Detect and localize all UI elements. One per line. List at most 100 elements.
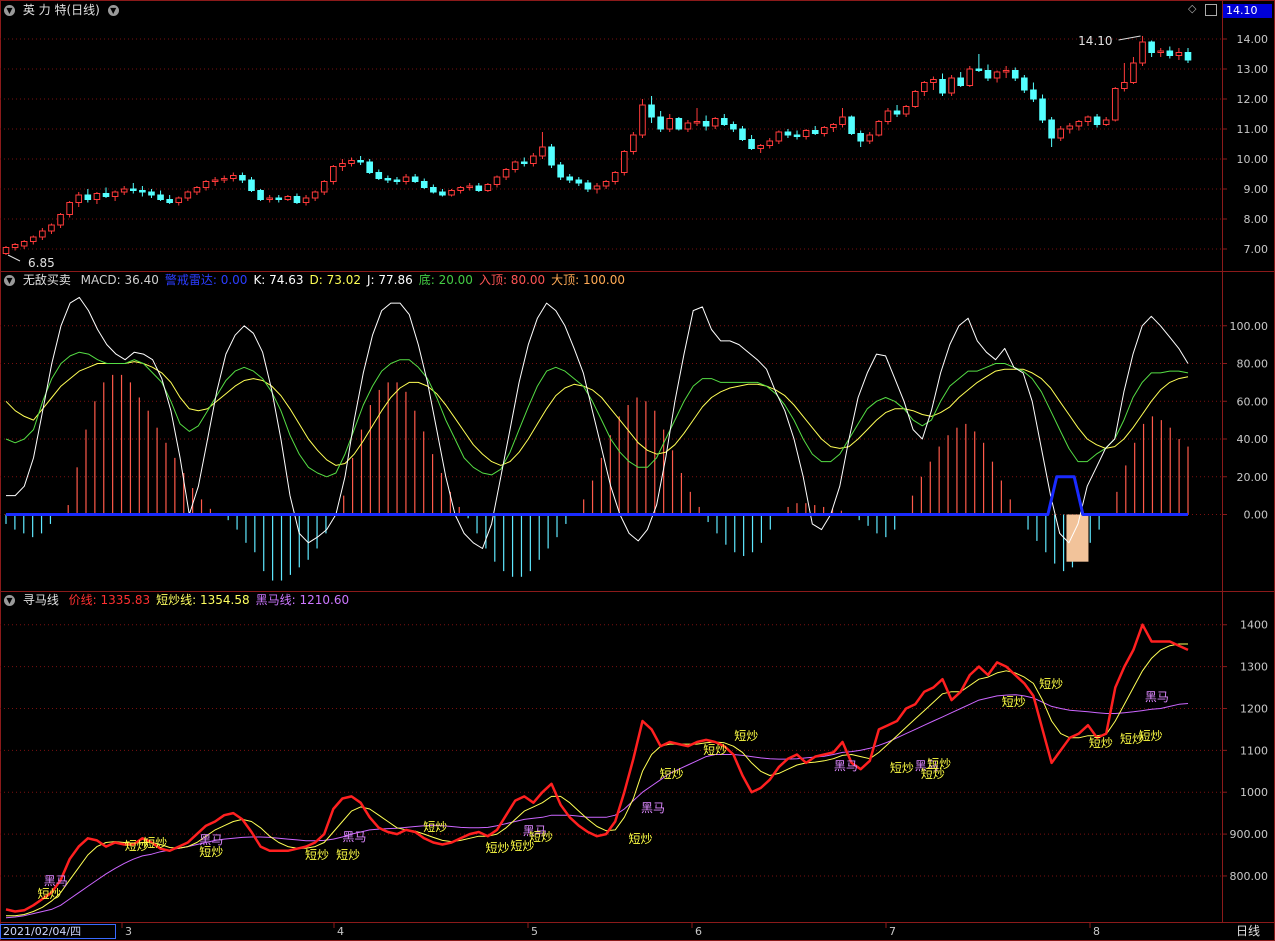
candle-body — [1093, 116, 1101, 125]
legend-item: MACD: 36.40 — [80, 273, 159, 287]
darkhorse-signal: 黑马 — [640, 800, 665, 815]
candle-body — [220, 178, 228, 181]
legend-item: 大顶: 100.00 — [551, 273, 626, 287]
candle-body — [420, 181, 428, 188]
indicator-collapse-icon[interactable]: ▼ — [4, 275, 15, 286]
candle-body — [320, 181, 328, 193]
start-date-box: 2021/02/04/四 — [0, 924, 116, 939]
darkhorse-signal: 黑马 — [199, 833, 224, 848]
y-tick-label: 1300 — [1240, 661, 1268, 674]
candle-body — [1066, 125, 1074, 130]
x-tick-label: 6 — [695, 925, 702, 938]
candle-body — [1130, 62, 1137, 83]
price-panel-header: ▼ 英 力 特(日线) ▼ — [0, 2, 123, 19]
candle-body — [457, 187, 464, 191]
darkhorse-line — [5, 694, 1189, 919]
candle-body — [1011, 70, 1019, 79]
bottom-signal-block — [1066, 514, 1089, 562]
horse-collapse-icon[interactable]: ▼ — [4, 595, 15, 606]
candle-body — [875, 121, 883, 136]
candle-body — [248, 179, 255, 191]
y-tick-label: 0.00 — [1244, 509, 1269, 522]
diamond-icon[interactable]: ◇ — [1188, 2, 1197, 15]
candle-body — [593, 185, 601, 190]
candle-body — [330, 166, 337, 182]
short-signal: 短炒 — [336, 848, 361, 863]
candle-body — [766, 140, 774, 146]
window-icon[interactable] — [1205, 4, 1217, 16]
short-signal: 短炒 — [1138, 728, 1163, 743]
y-tick-label: 1200 — [1240, 702, 1268, 715]
y-tick-label: 1000 — [1240, 786, 1268, 799]
candle-body — [530, 155, 537, 164]
candle-body — [1157, 50, 1165, 53]
short-signal: 短炒 — [143, 836, 168, 851]
dropdown-icon[interactable]: ▼ — [107, 5, 119, 16]
candle-body — [748, 139, 755, 149]
candle-body — [1002, 70, 1010, 73]
y-tick-label: 80.00 — [1237, 358, 1269, 371]
candle-body — [302, 197, 310, 203]
candle-body — [1148, 41, 1155, 53]
x-tick-label: 4 — [337, 925, 344, 938]
collapse-icon[interactable]: ▼ — [4, 5, 15, 16]
candle-body — [439, 191, 446, 196]
candle-body — [29, 236, 37, 242]
y-tick-label: 20.00 — [1237, 471, 1269, 484]
candle-body — [402, 176, 410, 182]
candle-body — [539, 146, 546, 157]
short-signal: 短炒 — [1088, 735, 1113, 750]
candle-body — [102, 193, 110, 197]
candle-body — [757, 145, 764, 149]
candle-body — [557, 164, 564, 178]
y-tick-label: 13.00 — [1237, 63, 1269, 76]
short-signal: 短炒 — [485, 840, 510, 855]
candle-body — [866, 134, 874, 142]
y-tick-label: 7.00 — [1244, 243, 1269, 256]
candle-body — [484, 184, 492, 191]
alert-radar-line — [6, 475, 1188, 516]
candle-body — [730, 124, 737, 130]
short-signal: 短炒 — [124, 838, 149, 853]
candle-body — [57, 214, 64, 226]
short-signal: 短炒 — [927, 756, 952, 771]
candle-body — [657, 116, 664, 130]
candle-body — [384, 178, 392, 181]
y-tick-label: 900.00 — [1230, 828, 1269, 841]
y-tick-label: 12.00 — [1237, 93, 1269, 106]
d-line — [5, 361, 1189, 466]
candle-body — [1075, 121, 1083, 127]
candle-body — [611, 172, 619, 182]
candle-body — [811, 130, 819, 134]
y-tick-label: 11.00 — [1237, 123, 1269, 136]
short-line — [6, 643, 1188, 917]
candle-body — [1175, 52, 1183, 56]
candle-body — [393, 179, 401, 182]
candle-body — [548, 146, 555, 166]
candle-body — [930, 79, 937, 83]
candle-body — [848, 116, 855, 134]
candle-body — [129, 188, 137, 191]
candle-body — [639, 104, 646, 136]
candle-body — [821, 127, 828, 134]
candle-body — [702, 121, 710, 127]
y-tick-label: 9.00 — [1244, 183, 1269, 196]
candle-body — [630, 134, 637, 152]
horse-title: 寻马线 — [22, 593, 59, 607]
low-price-label: 6.85 — [28, 256, 55, 270]
candle-body — [993, 71, 1001, 79]
period-button[interactable]: 日线 — [1236, 924, 1261, 938]
candle-body — [148, 191, 155, 196]
candle-body — [284, 196, 292, 200]
legend-item: 短炒线: 1354.58 — [156, 593, 250, 607]
candle-body — [448, 190, 455, 196]
short-signal: 短炒 — [423, 819, 448, 834]
candle-body — [511, 161, 519, 170]
candle-body — [366, 161, 373, 173]
candle-body — [375, 172, 383, 179]
candle-body — [857, 133, 864, 142]
y-tick-label: 8.00 — [1244, 213, 1269, 226]
x-tick-label: 7 — [889, 925, 896, 938]
legend-item: K: 74.63 — [253, 273, 304, 287]
